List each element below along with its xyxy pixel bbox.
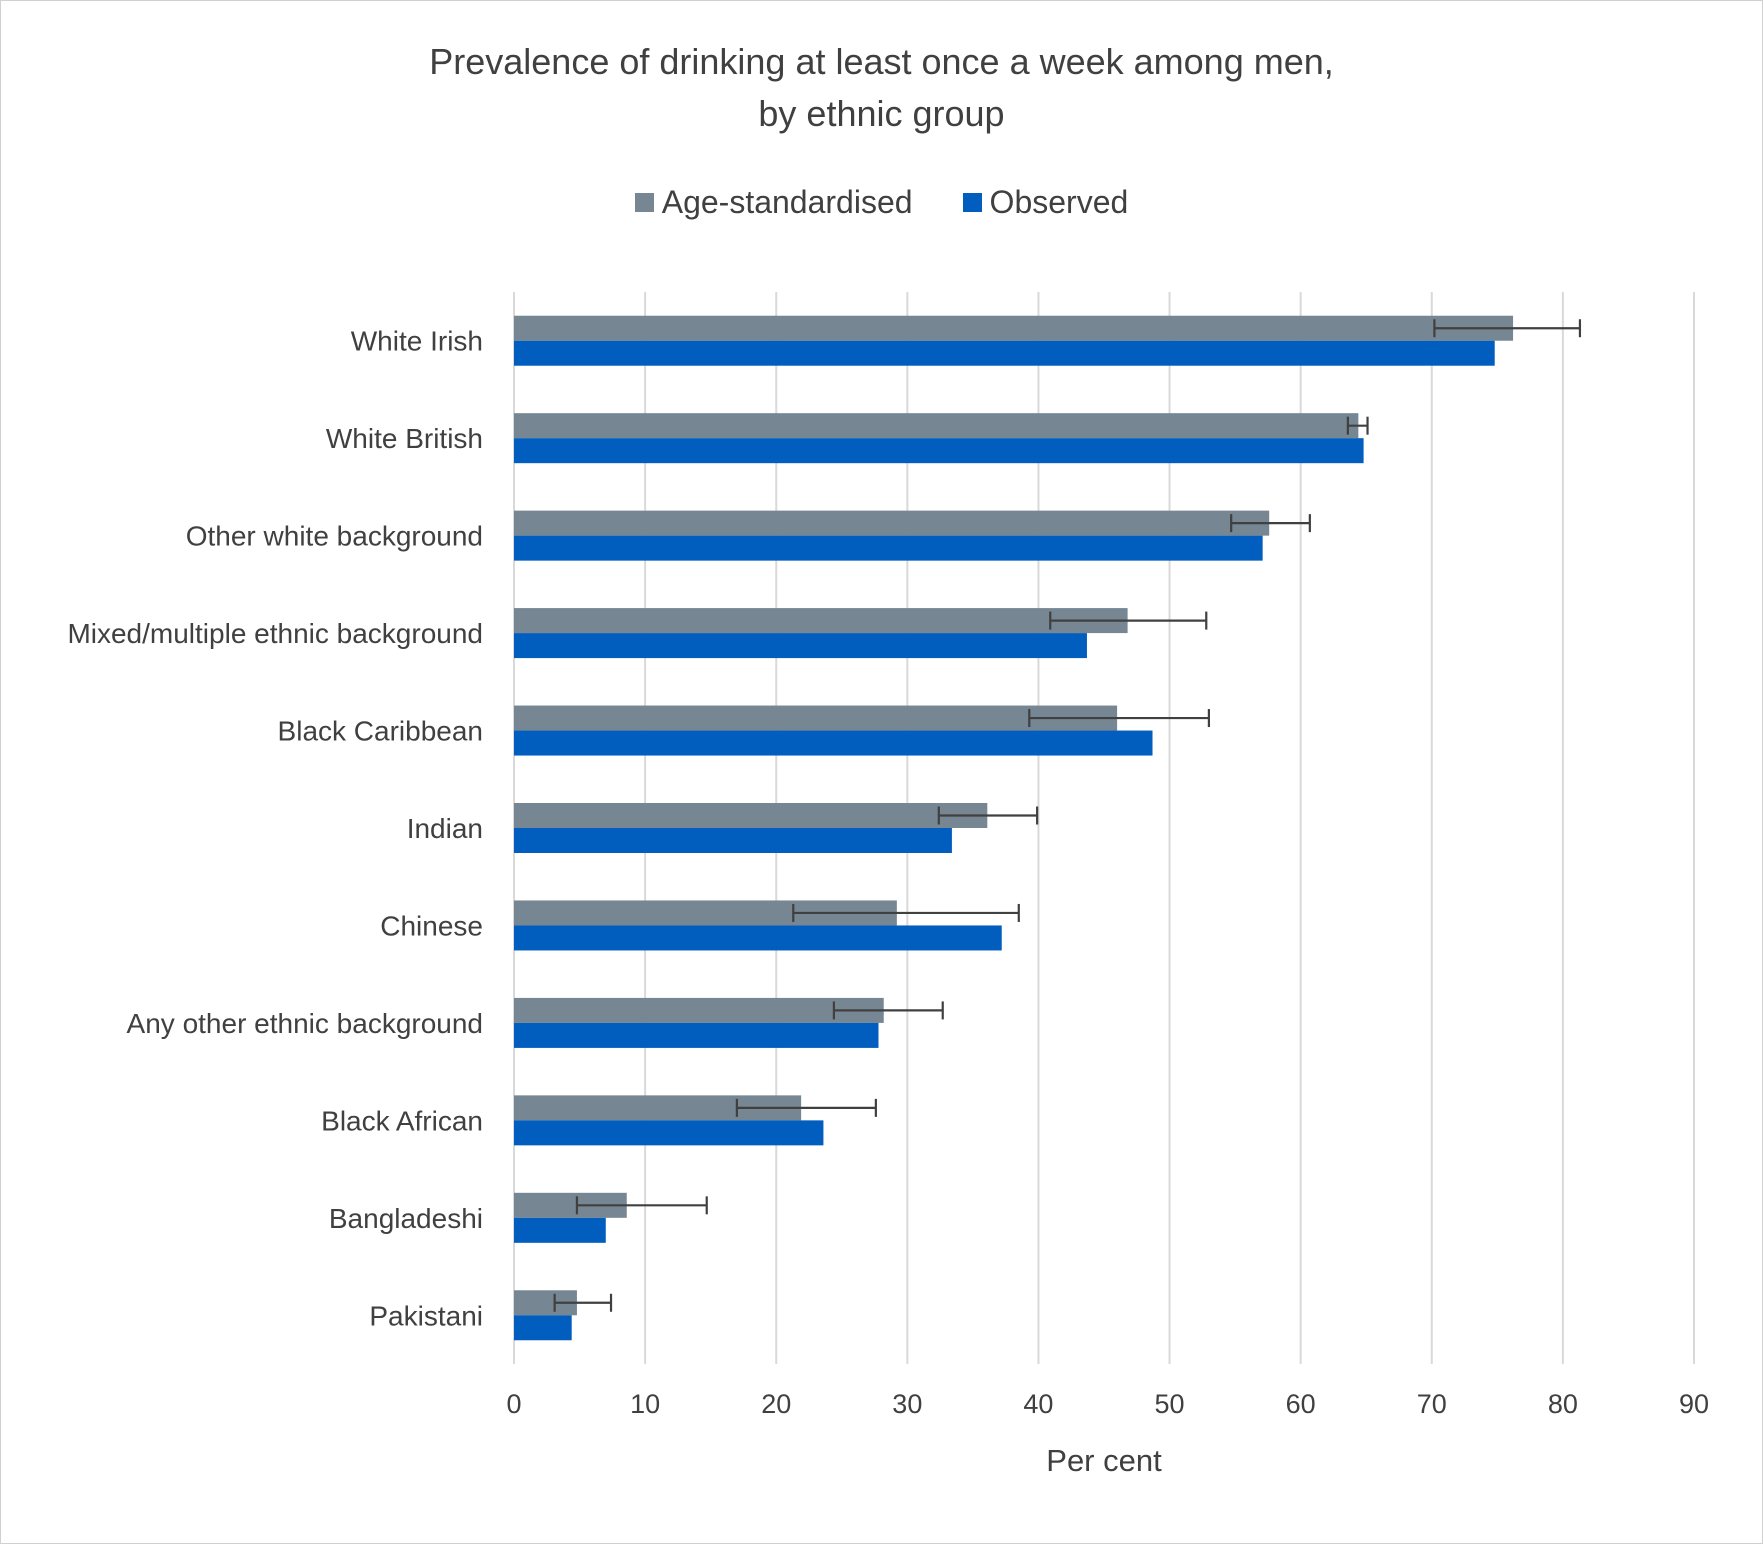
x-tick-label-10: 10 (630, 1389, 660, 1419)
chart-title: Prevalence of drinking at least once a w… (0, 36, 1763, 140)
category-label-white-british: White British (326, 423, 483, 454)
bar-observed-chinese (514, 925, 1002, 951)
x-tick-label-90: 90 (1679, 1389, 1709, 1419)
chart-legend: Age-standardised Observed (0, 184, 1763, 221)
category-label-black-caribbean: Black Caribbean (278, 716, 483, 747)
category-label-mixed-multiple-ethnic-background: Mixed/multiple ethnic background (67, 618, 483, 649)
category-labels: White Irish White British Other white back… (67, 326, 483, 1332)
category-label-bangladeshi: Bangladeshi (329, 1203, 483, 1234)
x-tick-label-30: 30 (892, 1389, 922, 1419)
bar-observed-mixed-multiple-ethnic-background (514, 633, 1087, 659)
bar-observed-bangladeshi (514, 1217, 606, 1243)
x-tick-labels: 0 10 20 30 40 50 60 70 80 90 (506, 1389, 1709, 1419)
bar-age-standardised-white-british (514, 413, 1359, 439)
bar-observed-any-other-ethnic-background (514, 1022, 879, 1048)
error-bars (553, 319, 1582, 1312)
legend-label-observed: Observed (989, 184, 1129, 220)
x-tick-label-60: 60 (1286, 1389, 1316, 1419)
x-tick-label-70: 70 (1417, 1389, 1447, 1419)
chart-title-line-2: by ethnic group (758, 93, 1005, 134)
bar-observed-black-caribbean (514, 730, 1153, 756)
bar-age-standardised-mixed-multiple-ethnic-background (514, 608, 1128, 634)
bar-age-standardised-white-irish (514, 315, 1514, 341)
x-tick-label-80: 80 (1548, 1389, 1578, 1419)
category-label-any-other-ethnic-background: Any other ethnic background (127, 1008, 483, 1039)
x-tick-label-0: 0 (506, 1389, 521, 1419)
bar-observed-indian (514, 828, 952, 853)
x-tick-label-20: 20 (761, 1389, 791, 1419)
bar-age-standardised-any-other-ethnic-background (514, 997, 884, 1023)
legend-swatch-age-standardised (634, 193, 654, 212)
category-label-pakistani: Pakistani (369, 1300, 483, 1331)
category-label-black-african: Black African (321, 1105, 483, 1136)
bar-observed-white-irish (514, 340, 1495, 366)
x-tick-label-40: 40 (1023, 1389, 1053, 1419)
chart-title-line-1: Prevalence of drinking at least once a w… (429, 41, 1334, 82)
category-label-chinese: Chinese (380, 910, 483, 941)
legend-label-age-standardised: Age-standardised (661, 184, 913, 220)
bar-age-standardised-black-caribbean (514, 705, 1118, 731)
legend-item-observed: Observed (962, 184, 1129, 221)
bar-age-standardised-indian (514, 803, 988, 828)
bar-observed-pakistani (514, 1315, 572, 1341)
legend-swatch-observed (962, 193, 982, 212)
bar-age-standardised-other-white-background (514, 510, 1270, 536)
bar-observed-black-african (514, 1120, 824, 1146)
x-axis-title: Per cent (1046, 1443, 1162, 1478)
category-label-white-irish: White Irish (351, 326, 483, 357)
category-label-indian: Indian (407, 813, 483, 844)
x-tick-label-50: 50 (1155, 1389, 1185, 1419)
category-label-other-white-background: Other white background (186, 521, 483, 552)
bar-observed-white-british (514, 438, 1364, 464)
bar-observed-other-white-background (514, 535, 1263, 561)
legend-item-age-standardised: Age-standardised (634, 184, 913, 221)
bars (514, 315, 1514, 1341)
